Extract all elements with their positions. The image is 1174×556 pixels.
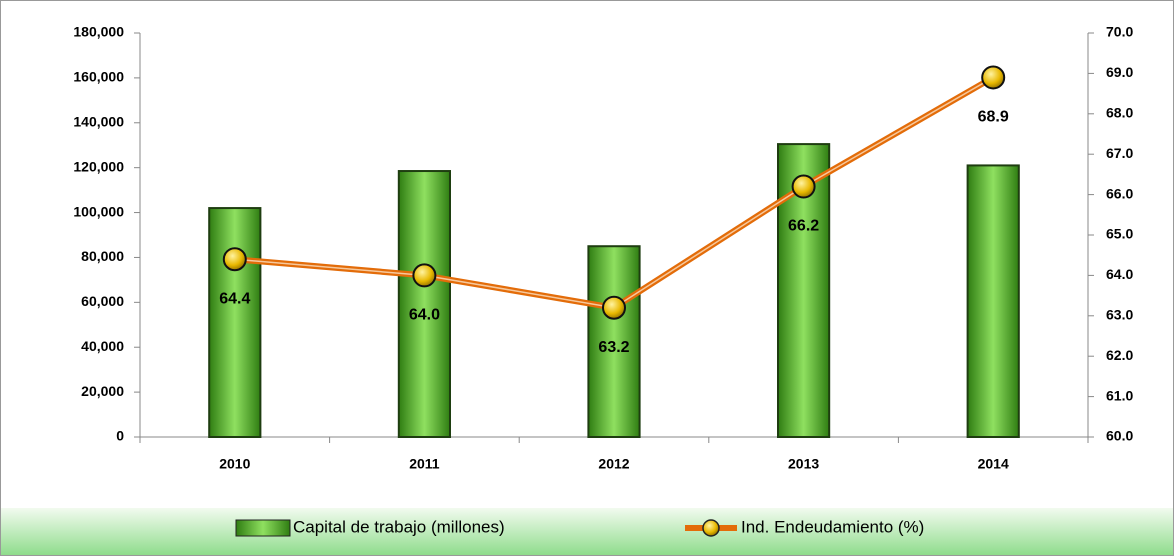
y2-tick-label: 65.0 xyxy=(1106,226,1133,242)
x-tick-label: 2011 xyxy=(409,456,440,472)
y-tick-label: 140,000 xyxy=(73,113,124,129)
marker xyxy=(602,295,626,320)
bar xyxy=(966,164,1020,439)
bar xyxy=(397,170,451,439)
data-label: 64.0 xyxy=(409,307,440,324)
y2-tick-label: 64.0 xyxy=(1106,266,1133,282)
y2-tick-label: 63.0 xyxy=(1106,307,1133,323)
y2-tick-label: 60.0 xyxy=(1106,428,1133,444)
marker xyxy=(222,247,247,272)
data-label: 68.9 xyxy=(978,109,1009,126)
bar xyxy=(208,207,262,438)
y2-tick-label: 69.0 xyxy=(1106,64,1133,80)
bar xyxy=(587,245,641,438)
y2-tick-label: 70.0 xyxy=(1106,24,1133,40)
y2-tick-label: 68.0 xyxy=(1106,105,1133,121)
y-tick-label: 120,000 xyxy=(73,158,124,174)
y-tick-label: 100,000 xyxy=(73,203,124,219)
x-tick-label: 2014 xyxy=(978,456,1009,472)
y-tick-label: 160,000 xyxy=(73,69,124,85)
data-label: 64.4 xyxy=(219,290,250,307)
y2-tick-label: 62.0 xyxy=(1106,347,1133,363)
legend-label: Ind. Endeudamiento (%) xyxy=(741,517,924,536)
y-tick-label: 40,000 xyxy=(81,338,124,354)
legend-swatch xyxy=(235,519,291,537)
y-tick-label: 20,000 xyxy=(81,383,124,399)
y2-tick-label: 66.0 xyxy=(1106,185,1133,201)
legend-band xyxy=(1,508,1173,555)
x-tick-label: 2010 xyxy=(219,456,250,472)
marker xyxy=(791,174,816,199)
y2-tick-label: 67.0 xyxy=(1106,145,1133,161)
x-tick-label: 2013 xyxy=(788,456,819,472)
marker xyxy=(981,65,1006,90)
marker xyxy=(412,263,437,288)
y-tick-label: 60,000 xyxy=(81,293,124,309)
y-tick-label: 0 xyxy=(116,428,124,444)
legend-marker xyxy=(702,519,720,537)
legend: Capital de trabajo (millones) Ind. Endeu… xyxy=(235,517,924,537)
data-label: 63.2 xyxy=(598,339,629,356)
data-label: 66.2 xyxy=(788,218,819,235)
y-tick-label: 180,000 xyxy=(73,24,124,40)
y-tick-label: 80,000 xyxy=(81,248,124,264)
legend-label: Capital de trabajo (millones) xyxy=(293,517,505,536)
x-tick-label: 2012 xyxy=(598,456,629,472)
y2-tick-label: 61.0 xyxy=(1106,387,1133,403)
